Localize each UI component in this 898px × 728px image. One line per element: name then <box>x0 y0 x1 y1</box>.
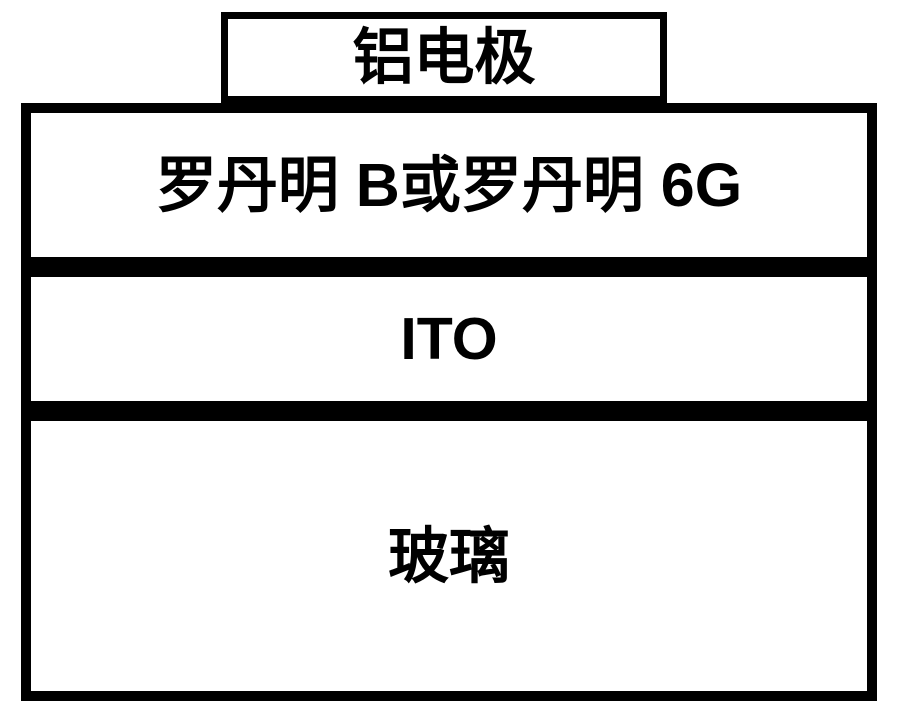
layer-stack-diagram: 铝电极 罗丹明 B或罗丹明 6G ITO 玻璃 <box>0 0 898 728</box>
ito-layer: ITO <box>21 267 877 411</box>
substrate-layer: 玻璃 <box>21 411 877 701</box>
active-layer: 罗丹明 B或罗丹明 6G <box>21 103 877 267</box>
top-electrode-layer: 铝电极 <box>221 12 667 103</box>
